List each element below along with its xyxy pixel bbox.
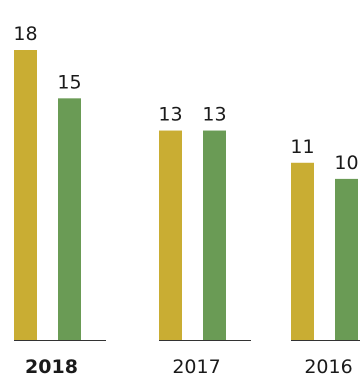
bar-2016-series-2 [335, 178, 358, 340]
value-label-2017-series-2: 13 [202, 104, 226, 126]
value-labels: 18 15 13 13 11 10 [13, 23, 358, 174]
value-label-2016-series-1: 11 [290, 136, 314, 158]
bar-2017-series-2 [203, 130, 226, 340]
bar-2017-series-1 [159, 130, 182, 340]
value-label-2016-series-2: 10 [334, 152, 358, 174]
category-label-2017: 2017 [172, 356, 220, 374]
value-label-2018-series-2: 15 [57, 71, 81, 93]
bar-2018-series-1 [14, 50, 37, 340]
category-labels: 2018 2017 2016 [25, 356, 353, 374]
value-label-2017-series-1: 13 [158, 104, 182, 126]
bars [14, 50, 358, 340]
category-label-2018: 2018 [25, 356, 78, 374]
value-label-2018-series-1: 18 [13, 23, 37, 45]
bar-2018-series-2 [58, 98, 81, 340]
category-label-2016: 2016 [304, 356, 352, 374]
bar-2016-series-1 [291, 162, 314, 340]
